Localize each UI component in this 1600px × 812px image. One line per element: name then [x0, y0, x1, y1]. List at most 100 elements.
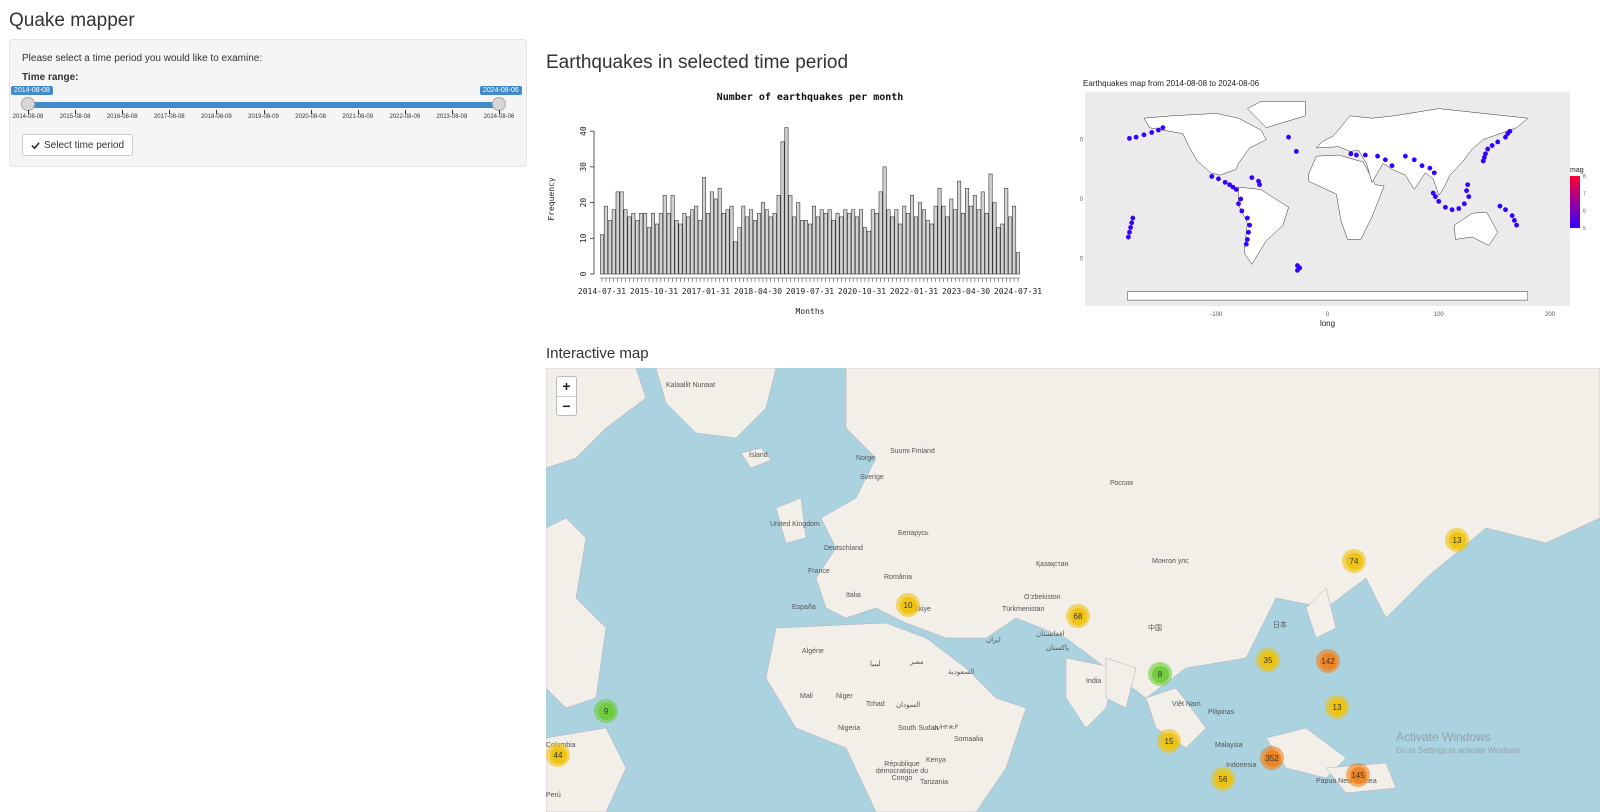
quake-point: [1348, 151, 1354, 157]
y-tick-label: 50: [1080, 138, 1084, 144]
map-place-label: Türkmenistan: [1002, 606, 1045, 613]
map-place-label: Қазақстан: [1036, 561, 1069, 568]
marker-cluster[interactable]: 15: [1157, 729, 1181, 753]
x-tick-label: 2023-04-30: [942, 287, 990, 296]
bar: [635, 220, 640, 275]
quake-point: [1503, 134, 1508, 140]
bar: [874, 212, 879, 275]
bar: [988, 173, 993, 275]
slider-tick: [75, 110, 77, 114]
bar: [627, 216, 632, 275]
map-place-label: United Kingdom: [770, 521, 820, 528]
quake-point: [1160, 125, 1166, 131]
quake-point: [1480, 158, 1486, 164]
slider-end-handle[interactable]: [492, 97, 506, 111]
bar: [843, 209, 848, 275]
bar: [827, 209, 832, 275]
marker-cluster-count: 9: [597, 702, 615, 720]
map-place-label: Pilipinas: [1208, 709, 1235, 716]
x-tick-label: 0: [1326, 312, 1330, 318]
x-tick-label: 2022-01-31: [890, 287, 938, 296]
map-place-label: Kalaallit Nunaat: [666, 382, 716, 389]
quake-point: [1411, 157, 1417, 163]
land-polygon: [1127, 291, 1529, 301]
bar: [839, 216, 844, 275]
slider-tick: [122, 110, 124, 114]
quake-point: [1497, 203, 1503, 209]
marker-cluster[interactable]: 8: [1148, 662, 1172, 686]
quake-point: [1127, 229, 1132, 235]
bar: [768, 216, 773, 275]
map-place-label: España: [792, 604, 816, 611]
slider-tick: [28, 110, 29, 114]
interactive-map[interactable]: + − Kalaallit Nunaat Ísland Norge Sverige Su…: [546, 368, 1600, 812]
slider-start-handle[interactable]: [21, 97, 35, 111]
bar: [690, 209, 695, 275]
legend-tick-label: 7: [1583, 191, 1586, 197]
bar: [686, 216, 691, 275]
marker-cluster[interactable]: 145: [1346, 763, 1370, 787]
time-range-slider-track[interactable]: [28, 102, 499, 108]
quake-point: [1230, 184, 1236, 190]
bar: [831, 220, 836, 275]
map-place-label: Indonesia: [1226, 762, 1257, 769]
bar: [615, 191, 620, 275]
map-place-label: پاکستان: [1046, 645, 1070, 652]
bar: [745, 216, 750, 275]
bar: [784, 127, 789, 275]
bar: [678, 223, 683, 275]
marker-cluster[interactable]: 352: [1260, 746, 1284, 770]
quake-point: [1436, 198, 1442, 204]
bar: [933, 205, 938, 275]
bar: [815, 216, 820, 275]
bar: [717, 187, 722, 275]
quake-point: [1249, 175, 1255, 180]
marker-cluster[interactable]: 44: [546, 743, 570, 767]
quake-point: [1129, 220, 1135, 226]
map-place-label: India: [1086, 678, 1102, 685]
x-tick-label: 2020-10-31: [838, 287, 886, 296]
bar: [753, 220, 758, 275]
marker-cluster[interactable]: 142: [1316, 649, 1340, 673]
quake-point: [1419, 163, 1425, 169]
marker-cluster-count: 35: [1259, 651, 1277, 669]
quake-point: [1503, 207, 1508, 213]
bar: [976, 209, 981, 275]
marker-cluster[interactable]: 74: [1342, 549, 1366, 573]
x-tick-label: 2015-10-31: [630, 287, 678, 296]
marker-cluster[interactable]: 13: [1445, 528, 1469, 552]
zoom-out-button[interactable]: −: [557, 396, 576, 415]
slider-tick-label: 2021-08-09: [342, 114, 374, 120]
bar: [725, 209, 730, 275]
quake-point: [1485, 146, 1491, 152]
marker-cluster[interactable]: 10: [896, 593, 920, 617]
map-place-label: السودان: [896, 702, 921, 709]
y-tick-label: -50: [1080, 256, 1084, 262]
map-place-label: Ísland: [749, 452, 768, 459]
x-axis-label: long: [1320, 319, 1335, 328]
slider-tick: [169, 110, 171, 114]
bar: [910, 195, 915, 275]
bar: [698, 220, 703, 275]
quake-point: [1464, 188, 1469, 194]
marker-cluster[interactable]: 35: [1256, 648, 1280, 672]
quake-point: [1295, 267, 1300, 273]
map-place-label: 中国: [1148, 625, 1162, 632]
zoom-in-button[interactable]: +: [562, 378, 571, 394]
marker-cluster-count: 74: [1345, 552, 1363, 570]
quake-point: [1402, 153, 1408, 159]
marker-cluster[interactable]: 13: [1325, 695, 1349, 719]
quake-point: [1427, 165, 1433, 171]
bar: [607, 220, 612, 275]
bar: [898, 223, 903, 275]
map-place-label: Nigeria: [838, 725, 861, 732]
quake-point: [1127, 135, 1132, 141]
marker-cluster[interactable]: 68: [1066, 604, 1090, 628]
select-time-period-button[interactable]: Select time period: [22, 134, 134, 156]
quake-point: [1293, 149, 1299, 154]
quake-point: [1456, 206, 1462, 211]
marker-cluster[interactable]: 9: [594, 699, 618, 723]
marker-cluster-count: 15: [1160, 732, 1178, 750]
map-place-label: Deutschland: [824, 545, 863, 552]
marker-cluster[interactable]: 56: [1211, 767, 1235, 791]
